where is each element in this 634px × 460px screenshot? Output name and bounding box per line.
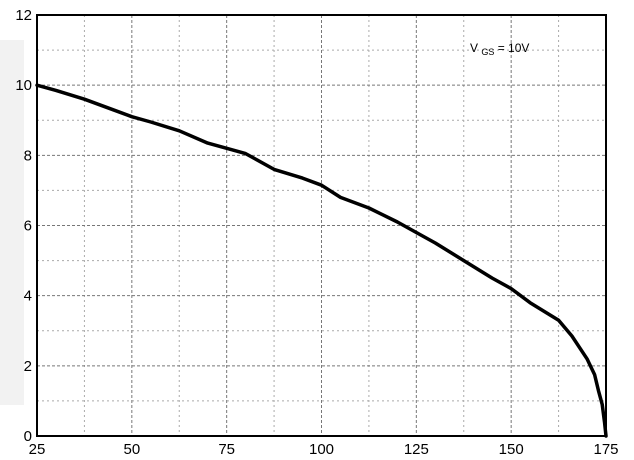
y-tick-label: 10 <box>15 77 32 94</box>
x-tick-label: 125 <box>404 441 429 458</box>
series-line-0 <box>35 83 608 438</box>
x-tick-labels: 25 50 75 100 125 150 175 <box>29 441 619 458</box>
x-tick-label: 150 <box>499 441 524 458</box>
y-tick-label: 4 <box>24 288 32 305</box>
y-tick-label: 0 <box>24 428 32 445</box>
x-tick-label: 75 <box>218 441 235 458</box>
annotation-main: V <box>470 41 478 55</box>
x-tick-label: 50 <box>123 441 140 458</box>
y-tick-label: 8 <box>24 147 32 164</box>
annotation-vgs: V GS = 10V <box>470 41 529 58</box>
x-tick-label: 25 <box>29 441 46 458</box>
y-tick-labels: 0 2 4 6 8 10 12 <box>15 7 32 445</box>
grid-major <box>37 15 606 436</box>
annotation-subscript: GS <box>481 47 494 57</box>
x-tick-label: 100 <box>309 441 334 458</box>
y-tick-label: 12 <box>15 7 32 24</box>
marks <box>35 83 608 438</box>
annotation-rest: = 10V <box>498 41 530 55</box>
plot-frame <box>36 14 607 437</box>
x-tick-label: 175 <box>593 441 618 458</box>
y-tick-label: 6 <box>24 218 32 235</box>
y-tick-label: 2 <box>24 358 32 375</box>
left-panel <box>0 40 24 405</box>
